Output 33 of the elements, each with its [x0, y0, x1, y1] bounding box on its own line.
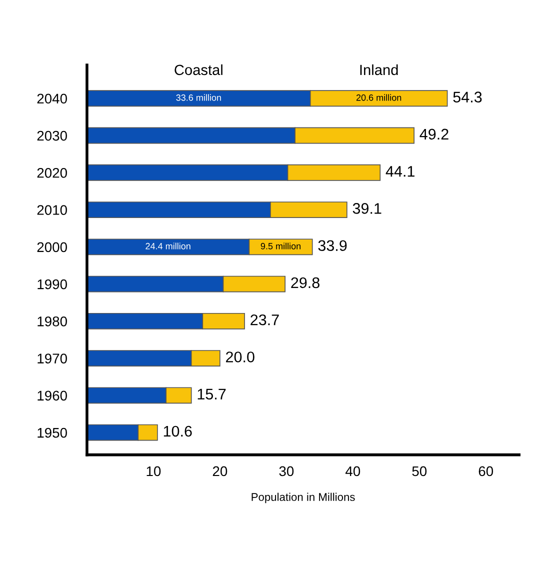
x-tick-label: 40 [345, 466, 360, 476]
data-label: 9.5 million [260, 242, 301, 250]
total-label: 33.9 [318, 240, 347, 252]
x-tick-label: 20 [212, 466, 228, 476]
x-axis-title: Population in Millions [252, 492, 355, 504]
total-label: 44.1 [386, 166, 414, 177]
total-label: 10.6 [164, 426, 192, 437]
total-label: 15.7 [198, 388, 226, 400]
x-tick-label: 50 [412, 466, 427, 476]
x-tick-label: 60 [478, 466, 494, 476]
y-tick-label: 1960 [38, 390, 67, 401]
data-label: 20.6 million [356, 94, 402, 101]
y-tick-label: 2020 [37, 168, 67, 178]
total-label: 20.0 [226, 352, 254, 362]
total-label: 39.1 [352, 203, 382, 214]
y-tick-label: 2000 [37, 242, 67, 252]
y-tick-label: 2040 [37, 94, 67, 104]
data-label: 24.4 million [146, 242, 190, 250]
y-tick-label: 2010 [37, 205, 67, 215]
total-label: 49.2 [420, 128, 448, 140]
y-tick-label: 1990 [38, 279, 67, 290]
total-label: 23.7 [250, 314, 279, 326]
y-tick-label: 1980 [38, 316, 67, 326]
total-label: 54.3 [453, 92, 482, 102]
y-tick-label: 2030 [37, 130, 67, 141]
y-tick-label: 1950 [38, 428, 67, 438]
x-tick-label: 10 [146, 466, 161, 476]
series-label: Inland [360, 64, 398, 76]
y-tick-label: 1970 [38, 354, 67, 364]
series-label: Coastal [174, 64, 222, 76]
x-tick-label: 30 [279, 466, 294, 476]
data-label: 33.6 million [176, 94, 221, 101]
total-label: 29.8 [291, 277, 320, 288]
